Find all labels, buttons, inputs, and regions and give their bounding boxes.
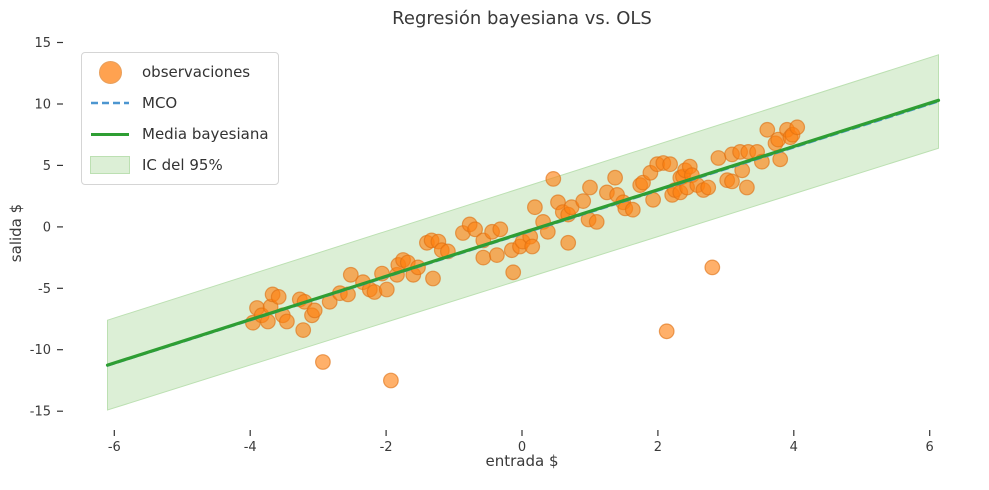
scatter-point: [700, 179, 717, 196]
y-axis-label: salida $: [7, 203, 25, 263]
y-tick-label: 5: [43, 159, 51, 174]
x-tick-label: -4: [244, 440, 257, 455]
scatter-point: [475, 249, 492, 266]
scatter-point: [759, 121, 776, 138]
x-tick-label: 4: [790, 440, 798, 455]
scatter-point: [560, 234, 577, 251]
x-tick-label: 2: [654, 440, 662, 455]
scatter-point: [724, 173, 740, 190]
legend-item-ic-del-95-: IC del 95%: [90, 154, 268, 176]
scatter-point: [425, 270, 441, 287]
scatter-point: [505, 264, 522, 281]
scatter-point: [575, 193, 592, 210]
scatter-point: [295, 322, 312, 339]
scatter-point: [467, 221, 484, 238]
x-axis-label: entrada $: [485, 452, 559, 470]
legend-label: Media bayesiana: [142, 125, 269, 143]
scatter-point: [772, 151, 789, 168]
scatter-point: [624, 201, 641, 218]
x-tick-label: 0: [518, 440, 526, 455]
legend-label: IC del 95%: [142, 156, 223, 174]
y-tick-label: 10: [34, 98, 51, 113]
y-tick-label: -10: [30, 343, 51, 358]
observations-marker-icon: [90, 60, 130, 84]
scatter-point: [489, 247, 505, 264]
scatter-point: [588, 213, 605, 230]
x-tick-label: -6: [108, 440, 121, 455]
x-tick-label: -2: [380, 440, 393, 455]
scatter-point: [378, 281, 395, 298]
scatter-point: [492, 221, 509, 238]
scatter-point: [545, 170, 562, 187]
scatter-point: [607, 169, 623, 186]
bayes-mean-line: [105, 98, 941, 367]
scatter-point: [662, 156, 678, 173]
legend-label: observaciones: [142, 63, 251, 81]
scatter-point: [582, 179, 598, 196]
scatter-point: [704, 259, 721, 276]
scatter-point: [527, 199, 543, 216]
scatter-point: [383, 372, 399, 389]
scatter-point: [270, 289, 287, 305]
band-patch-icon: [90, 156, 130, 174]
y-tick-label: -15: [30, 405, 51, 420]
legend-item-media-bayesiana: Media bayesiana: [90, 123, 269, 145]
scatter-point: [658, 323, 675, 340]
y-tick-label: 0: [43, 220, 51, 235]
dashed-line-icon: [90, 101, 130, 105]
legend-item-observaciones: observaciones: [90, 60, 268, 84]
scatter-point: [306, 302, 323, 319]
solid-line-icon: [90, 132, 130, 136]
legend-label: MCO: [142, 94, 178, 112]
scatter-point: [524, 238, 541, 255]
y-tick-label: 15: [34, 36, 51, 51]
legend-item-mco: MCO: [90, 92, 268, 114]
scatter-point: [710, 150, 727, 166]
legend: observaciones MCO Media bayesiana IC del 95…: [81, 52, 279, 185]
scatter-point: [342, 266, 359, 283]
chart-title: Regresión bayesiana vs. OLS: [392, 8, 652, 29]
scatter-point: [789, 119, 806, 136]
scatter-point: [739, 179, 755, 196]
x-tick-label: 6: [926, 440, 934, 455]
y-tick-label: -5: [38, 282, 51, 297]
scatter-point: [315, 354, 331, 370]
scatter-point: [279, 313, 295, 330]
